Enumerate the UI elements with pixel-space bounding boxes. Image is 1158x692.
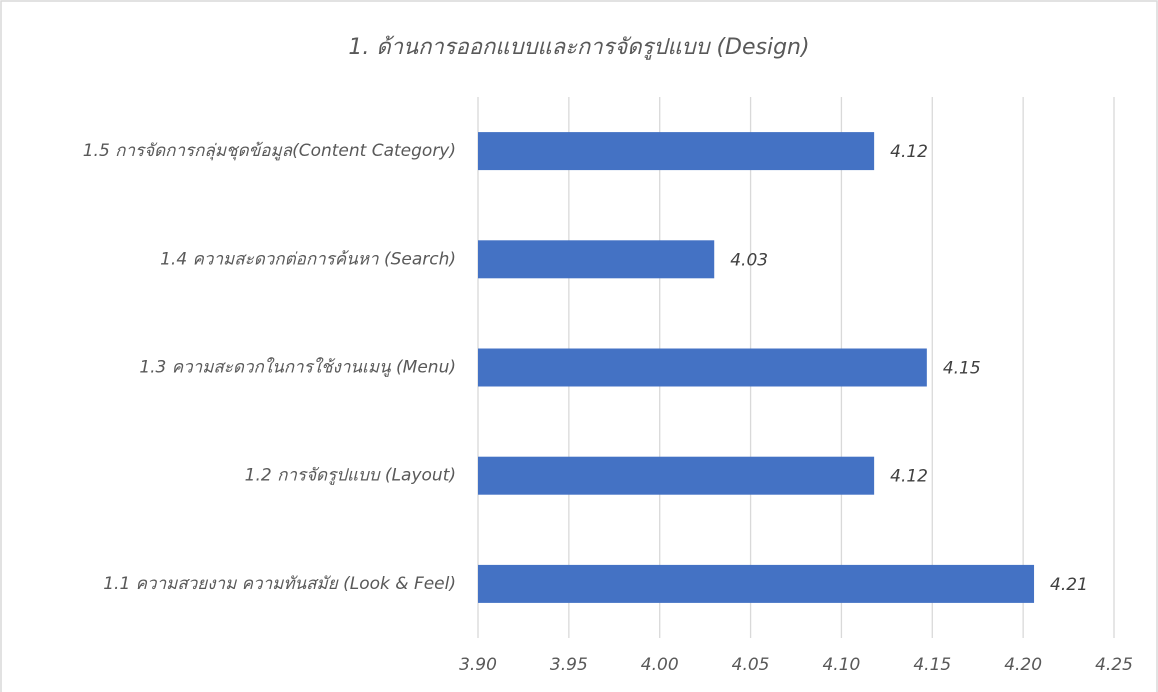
value-label: 4.15 <box>943 359 981 379</box>
value-label: 4.12 <box>890 467 928 487</box>
bar <box>478 132 875 171</box>
y-tick-label: 1.1 ความสวยงาม ความทันสมัย (Look & Feel) <box>103 574 456 594</box>
bar <box>478 456 875 495</box>
bar <box>478 348 927 387</box>
y-tick-label: 1.2 การจัดรูปแบบ (Layout) <box>245 466 456 486</box>
x-tick-label: 4.00 <box>641 655 679 675</box>
x-tick-label: 4.20 <box>1004 655 1042 675</box>
x-tick-label: 3.90 <box>459 655 497 675</box>
x-tick-label: 3.95 <box>550 655 588 675</box>
value-label: 4.03 <box>730 250 768 270</box>
y-tick-label: 1.3 ความสะดวกในการใช้งานเมนู (Menu) <box>139 357 456 378</box>
chart-title: 1. ด้านการออกแบบและการจัดรูปแบบ (Design) <box>348 35 809 60</box>
y-tick-label: 1.4 ความสะดวกต่อการค้นหา (Search) <box>160 249 456 269</box>
y-tick-label: 1.5 การจัดการกลุ่มชุดข้อมูล(Content Cate… <box>83 141 456 161</box>
x-tick-label: 4.15 <box>913 655 951 675</box>
x-tick-label: 4.05 <box>732 655 770 675</box>
value-label: 4.12 <box>890 142 928 162</box>
x-tick-label: 4.25 <box>1095 655 1133 675</box>
bar <box>478 564 1035 603</box>
bar <box>478 240 715 279</box>
value-label: 4.21 <box>1050 575 1088 595</box>
x-tick-label: 4.10 <box>822 655 860 675</box>
